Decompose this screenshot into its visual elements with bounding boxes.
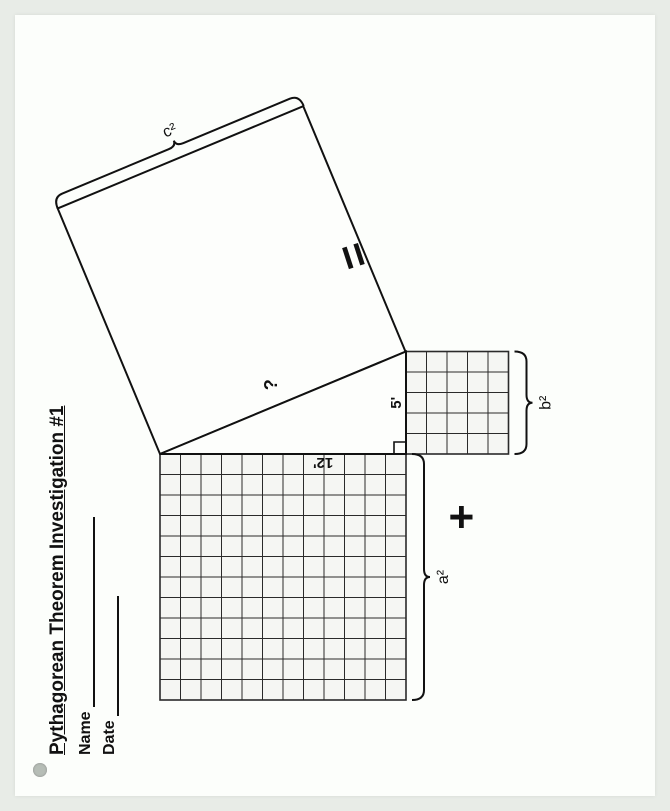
svg-text:12': 12'	[313, 454, 333, 471]
date-field: Date	[101, 325, 119, 755]
worksheet-title: Pythagorean Theorem Investigation #1	[47, 325, 69, 755]
name-field: Name	[77, 325, 95, 755]
svg-text:c²: c²	[160, 120, 179, 141]
svg-text:5': 5'	[388, 397, 405, 409]
date-label: Date	[101, 720, 119, 755]
svg-text:b²: b²	[538, 395, 555, 410]
square-a	[160, 454, 406, 700]
svg-text:?: ?	[261, 379, 281, 390]
name-label: Name	[77, 711, 95, 755]
name-underline	[79, 517, 95, 707]
diagram-svg: 12'5'?a²b²c²+=	[120, 55, 630, 755]
punch-hole	[33, 763, 47, 777]
pythagorean-diagram: 12'5'?a²b²c²+=	[120, 55, 630, 755]
worksheet-header: Pythagorean Theorem Investigation #1 Nam…	[47, 325, 119, 755]
svg-text:a²: a²	[435, 569, 452, 584]
scanned-page: Pythagorean Theorem Investigation #1 Nam…	[15, 15, 655, 796]
worksheet-rotated: Pythagorean Theorem Investigation #1 Nam…	[25, 25, 645, 785]
plus-op: +	[437, 504, 486, 530]
date-underline	[103, 596, 119, 716]
